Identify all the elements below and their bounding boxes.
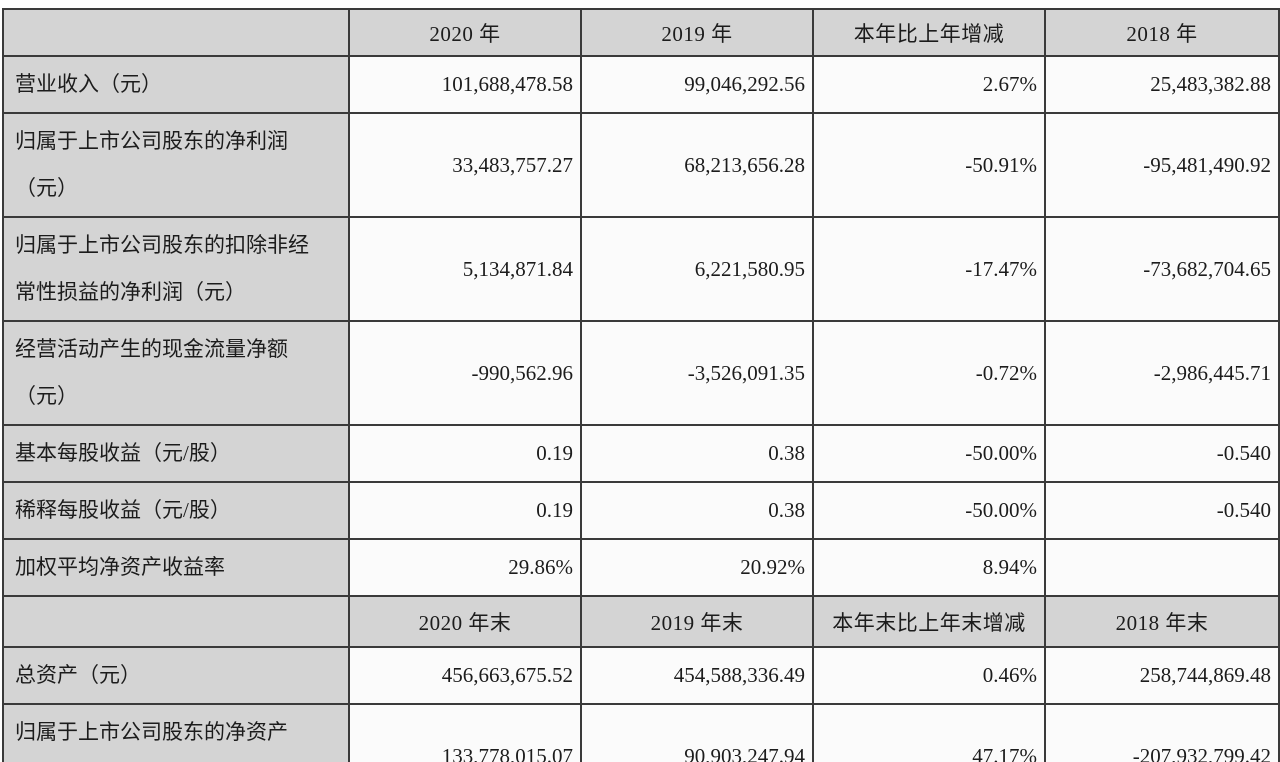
value-cell: 0.19 — [348, 424, 582, 483]
row-label: 营业收入（元） — [2, 55, 350, 114]
table-row-total-assets: 总资产（元） 456,663,675.52 454,588,336.49 0.4… — [2, 646, 1280, 705]
value-cell: 20.92% — [580, 538, 814, 597]
col-header-yoy-change: 本年比上年增减 — [812, 8, 1046, 57]
value-cell: 6,221,580.95 — [580, 216, 814, 322]
value-cell: -2,986,445.71 — [1044, 320, 1280, 426]
col-header-2020: 2020 年 — [348, 8, 582, 57]
corner-cell — [2, 8, 350, 57]
value-cell: -0.72% — [812, 320, 1046, 426]
value-cell: -990,562.96 — [348, 320, 582, 426]
value-cell: 0.19 — [348, 481, 582, 540]
col-header-2018-end: 2018 年末 — [1044, 595, 1280, 648]
value-cell: -73,682,704.65 — [1044, 216, 1280, 322]
col-header-2018: 2018 年 — [1044, 8, 1280, 57]
value-cell: -0.540 — [1044, 424, 1280, 483]
value-cell: 99,046,292.56 — [580, 55, 814, 114]
row-label: 稀释每股收益（元/股） — [2, 481, 350, 540]
table-row-basic-eps: 基本每股收益（元/股） 0.19 0.38 -50.00% -0.540 — [2, 424, 1280, 483]
col-header-2019-end: 2019 年末 — [580, 595, 814, 648]
row-label: 归属于上市公司股东的净利润 （元） — [2, 112, 350, 218]
col-header-2020-end: 2020 年末 — [348, 595, 582, 648]
value-cell: 454,588,336.49 — [580, 646, 814, 705]
value-cell: 68,213,656.28 — [580, 112, 814, 218]
value-cell: 29.86% — [348, 538, 582, 597]
value-cell: 0.46% — [812, 646, 1046, 705]
value-cell: 47.17% — [812, 703, 1046, 762]
row-label: 基本每股收益（元/股） — [2, 424, 350, 483]
value-cell: 101,688,478.58 — [348, 55, 582, 114]
value-cell: 33,483,757.27 — [348, 112, 582, 218]
table-row-weighted-avg-roe: 加权平均净资产收益率 29.86% 20.92% 8.94% — [2, 538, 1280, 597]
header-row-annual: 2020 年 2019 年 本年比上年增减 2018 年 — [2, 8, 1280, 57]
row-label: 加权平均净资产收益率 — [2, 538, 350, 597]
header-row-period-end: 2020 年末 2019 年末 本年末比上年末增减 2018 年末 — [2, 595, 1280, 648]
col-header-end-yoy-change: 本年末比上年末增减 — [812, 595, 1046, 648]
table-row-diluted-eps: 稀释每股收益（元/股） 0.19 0.38 -50.00% -0.540 — [2, 481, 1280, 540]
value-cell: -50.00% — [812, 424, 1046, 483]
value-cell: 0.38 — [580, 481, 814, 540]
financial-summary-table: 2020 年 2019 年 本年比上年增减 2018 年 营业收入（元） 101… — [2, 8, 1280, 762]
value-cell: -207,932,799.42 — [1044, 703, 1280, 762]
row-label: 经营活动产生的现金流量净额 （元） — [2, 320, 350, 426]
corner-cell — [2, 595, 350, 648]
table-row-net-assets: 归属于上市公司股东的净资产 （元） 133,778,015.07 90,903,… — [2, 703, 1280, 762]
value-cell: -0.540 — [1044, 481, 1280, 540]
col-header-2019: 2019 年 — [580, 8, 814, 57]
value-cell: -50.00% — [812, 481, 1046, 540]
row-label: 归属于上市公司股东的净资产 （元） — [2, 703, 350, 762]
row-label: 归属于上市公司股东的扣除非经 常性损益的净利润（元） — [2, 216, 350, 322]
value-cell: 0.38 — [580, 424, 814, 483]
value-cell — [1044, 538, 1280, 597]
table-row-net-profit: 归属于上市公司股东的净利润 （元） 33,483,757.27 68,213,6… — [2, 112, 1280, 218]
value-cell: 456,663,675.52 — [348, 646, 582, 705]
row-label: 总资产（元） — [2, 646, 350, 705]
table-row-operating-cash-flow: 经营活动产生的现金流量净额 （元） -990,562.96 -3,526,091… — [2, 320, 1280, 426]
value-cell: 8.94% — [812, 538, 1046, 597]
value-cell: -50.91% — [812, 112, 1046, 218]
value-cell: 2.67% — [812, 55, 1046, 114]
table-row-revenue: 营业收入（元） 101,688,478.58 99,046,292.56 2.6… — [2, 55, 1280, 114]
value-cell: 258,744,869.48 — [1044, 646, 1280, 705]
value-cell: 5,134,871.84 — [348, 216, 582, 322]
value-cell: 133,778,015.07 — [348, 703, 582, 762]
value-cell: -17.47% — [812, 216, 1046, 322]
value-cell: 25,483,382.88 — [1044, 55, 1280, 114]
table-row-net-profit-excl-nonrecurring: 归属于上市公司股东的扣除非经 常性损益的净利润（元） 5,134,871.84 … — [2, 216, 1280, 322]
value-cell: 90,903,247.94 — [580, 703, 814, 762]
value-cell: -3,526,091.35 — [580, 320, 814, 426]
value-cell: -95,481,490.92 — [1044, 112, 1280, 218]
